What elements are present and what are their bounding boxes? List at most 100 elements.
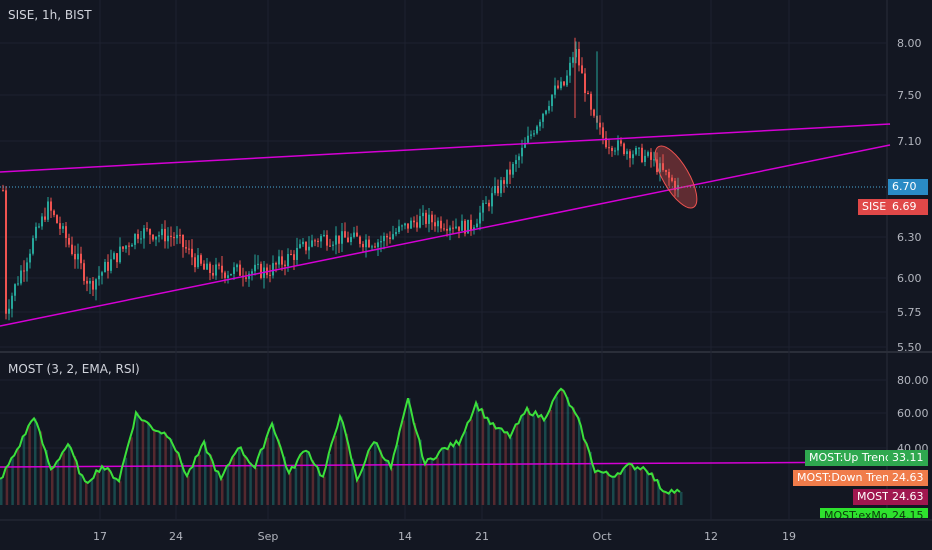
candle-body [287, 254, 289, 267]
candle-body [548, 106, 550, 111]
candle-body [227, 275, 229, 278]
histogram-bar [34, 418, 37, 505]
candle-body [620, 140, 622, 144]
candle-body [101, 272, 103, 276]
histogram-bar [481, 409, 485, 505]
time-tick-label: 17 [93, 530, 107, 543]
candle-body [590, 93, 592, 110]
histogram-bar [391, 468, 394, 505]
candle-body [200, 255, 202, 264]
candle-body [197, 255, 199, 268]
candle-body [116, 253, 118, 263]
candle-body [248, 273, 250, 279]
candle-body [359, 236, 361, 244]
candle-body [374, 246, 376, 248]
histogram-bar [73, 455, 77, 505]
candle-body [194, 257, 196, 268]
histogram-bar [79, 473, 82, 505]
histogram-bar [119, 481, 122, 505]
candle-body [470, 219, 472, 230]
histogram-bar [68, 444, 71, 505]
candle-body [608, 147, 610, 149]
most-trendline [0, 461, 888, 468]
candle-body [11, 295, 13, 309]
candle-body [164, 228, 166, 242]
histogram-bar [90, 480, 94, 505]
histogram-bar [385, 460, 388, 505]
candle-body [326, 234, 328, 246]
histogram-bar [357, 480, 360, 505]
most-value: 24.63 [888, 489, 928, 505]
candle-body [410, 220, 412, 229]
histogram-bar [617, 473, 621, 505]
histogram-bar [226, 466, 230, 505]
histogram-bar [419, 439, 422, 505]
histogram-bar [589, 451, 592, 505]
candle-body [290, 254, 292, 256]
histogram-bar [436, 457, 439, 505]
symbol-title: SISE, 1h, BIST [8, 8, 92, 22]
candle-body [386, 235, 388, 238]
candle-body [404, 223, 406, 226]
candle-body [167, 235, 169, 242]
histogram-bar [215, 470, 218, 505]
price-tick-label: 8.00 [897, 37, 922, 50]
histogram-bar [578, 417, 581, 505]
candle-body [344, 231, 346, 238]
sise-label-tag: SISE [858, 199, 888, 215]
histogram-bar [283, 456, 286, 505]
candle-body [488, 202, 490, 207]
histogram-bar [107, 467, 111, 505]
candle-body [317, 240, 319, 242]
osc-tick-label: 60.00 [897, 407, 929, 420]
candle-body [431, 214, 433, 223]
histogram-bar [464, 431, 468, 505]
candle-body [572, 57, 574, 63]
candle-body [77, 253, 79, 260]
time-tick-label: 24 [169, 530, 183, 543]
time-tick-label: 19 [782, 530, 796, 543]
candle-body [191, 248, 193, 258]
candle-body [224, 272, 226, 278]
candle-body [485, 202, 487, 204]
candle-body [395, 232, 397, 235]
lower-trendline [0, 144, 891, 327]
candle-body [428, 214, 430, 224]
candle-body [107, 261, 109, 271]
histogram-bar [300, 454, 303, 505]
candle-body [185, 247, 187, 249]
candle-body [272, 263, 274, 276]
histogram-bar [181, 463, 184, 505]
candle-body [407, 223, 409, 229]
candle-body [110, 259, 112, 271]
candle-body [269, 274, 271, 276]
candle-body [50, 201, 52, 211]
candle-body [176, 234, 178, 239]
candle-body [320, 236, 322, 242]
candle-body [536, 126, 538, 134]
candle-body [293, 254, 295, 260]
histogram-bar [232, 457, 235, 505]
candle-body [323, 234, 325, 237]
candle-body [365, 239, 367, 248]
most-down-label: MOST:Down Trend [793, 470, 896, 486]
histogram-bar [317, 466, 320, 505]
histogram-bar [102, 466, 105, 505]
time-tick-label: Oct [592, 530, 612, 543]
sise-value-tag: 6.69 [888, 199, 928, 215]
candle-body [602, 127, 604, 138]
histogram-bar [0, 478, 3, 505]
candle-body [563, 81, 565, 86]
candle-body [206, 263, 208, 270]
candle-body [179, 234, 181, 236]
axes: 8.007.507.106.306.005.755.5080.0060.0040… [93, 37, 929, 543]
candle-body [284, 264, 286, 267]
histogram-bar [238, 448, 241, 505]
candle-body [626, 151, 628, 155]
histogram-bar [402, 420, 405, 505]
candle-body [389, 237, 391, 239]
histogram-bar [28, 426, 31, 505]
candle-body [434, 222, 436, 227]
histogram-bar [498, 428, 502, 505]
candle-body [521, 147, 523, 157]
